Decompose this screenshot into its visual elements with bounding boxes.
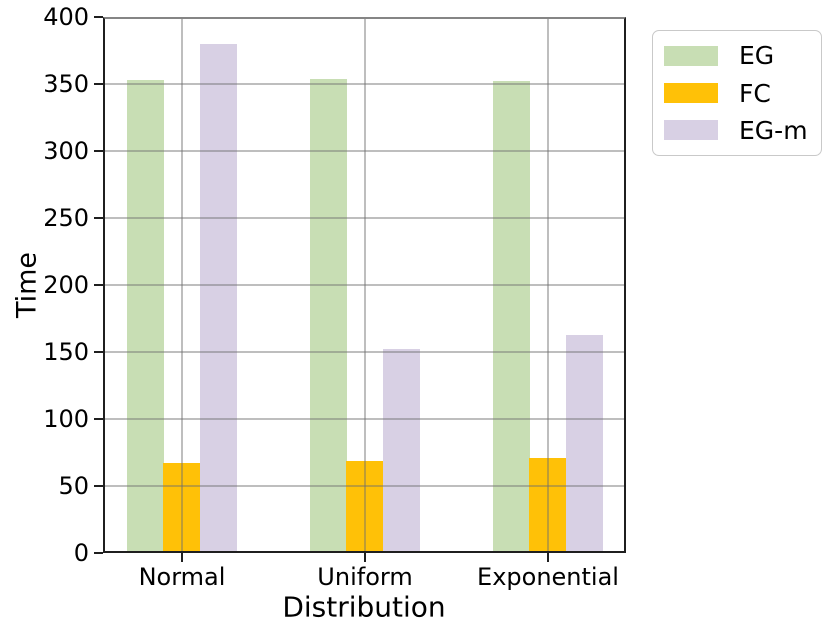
legend: EG FC EG-m <box>652 30 822 156</box>
x-tick-mark-Normal <box>181 553 183 562</box>
legend-label-EG: EG <box>739 41 775 71</box>
y-tick-label-150: 150 <box>43 338 89 366</box>
y-tick-mark-250 <box>94 217 103 219</box>
bar-EG-m-Exponential <box>565 334 604 553</box>
gridline-y-200 <box>103 284 626 286</box>
gridline-y-250 <box>103 217 626 219</box>
legend-entry-EG-m: EG-m <box>664 118 821 143</box>
legend-label-FC: FC <box>739 78 771 108</box>
bar-FC-Exponential <box>529 457 567 553</box>
y-tick-mark-50 <box>94 485 103 487</box>
y-tick-mark-0 <box>94 552 103 554</box>
y-tick-label-200: 200 <box>43 271 89 299</box>
y-tick-label-0: 0 <box>73 539 89 567</box>
gridline-y-50 <box>103 485 626 487</box>
x-tick-mark-Exponential <box>547 553 549 562</box>
legend-swatch-EG-m <box>664 120 718 141</box>
x-tick-label-Uniform: Uniform <box>317 563 413 591</box>
gridline-y-100 <box>103 418 626 420</box>
gridline-y-350 <box>103 83 626 85</box>
y-tick-mark-100 <box>94 418 103 420</box>
y-tick-label-300: 300 <box>43 137 89 165</box>
legend-entry-FC: FC <box>664 81 821 106</box>
gridline-y-300 <box>103 150 626 152</box>
y-tick-label-250: 250 <box>43 204 89 232</box>
y-tick-label-50: 50 <box>58 472 89 500</box>
y-tick-label-350: 350 <box>43 70 89 98</box>
bar-EG-Exponential <box>492 81 531 553</box>
grid-layer <box>103 17 626 553</box>
legend-entry-EG: EG <box>664 43 821 68</box>
legend-swatch-FC <box>664 83 718 103</box>
bar-EG-Normal <box>126 79 165 553</box>
gridline-x-Uniform <box>364 17 366 553</box>
y-tick-mark-350 <box>94 83 103 85</box>
gridline-x-Normal <box>181 17 183 553</box>
y-tick-mark-300 <box>94 150 103 152</box>
bar-FC-Uniform <box>346 460 384 553</box>
x-tick-label-Normal: Normal <box>138 563 226 591</box>
y-tick-label-100: 100 <box>43 405 89 433</box>
x-axis-title: Distribution <box>282 590 446 624</box>
gridline-x-Exponential <box>547 17 549 553</box>
bar-EG-m-Normal <box>199 43 238 553</box>
bars-layer <box>103 17 626 553</box>
y-tick-mark-150 <box>94 351 103 353</box>
plot-area <box>103 17 626 553</box>
y-tick-mark-200 <box>94 284 103 286</box>
bar-EG-m-Uniform <box>382 349 421 553</box>
y-tick-label-400: 400 <box>43 3 89 31</box>
legend-swatch-EG <box>664 45 718 66</box>
bar-EG-Uniform <box>309 78 348 553</box>
x-tick-label-Exponential: Exponential <box>477 563 619 591</box>
legend-label-EG-m: EG-m <box>739 115 808 145</box>
bar-FC-Normal <box>163 463 201 553</box>
x-tick-mark-Uniform <box>364 553 366 562</box>
y-tick-mark-400 <box>94 16 103 18</box>
gridline-y-150 <box>103 351 626 353</box>
